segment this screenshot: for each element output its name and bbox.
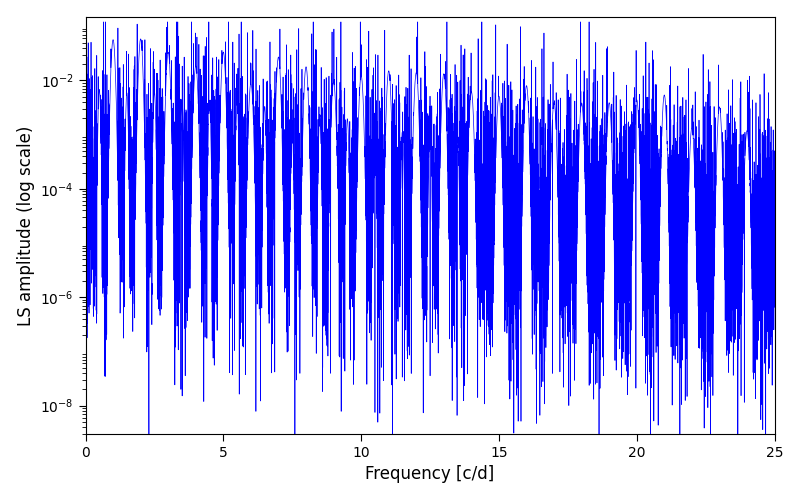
Y-axis label: LS amplitude (log scale): LS amplitude (log scale): [17, 125, 34, 326]
X-axis label: Frequency [c/d]: Frequency [c/d]: [366, 466, 494, 483]
